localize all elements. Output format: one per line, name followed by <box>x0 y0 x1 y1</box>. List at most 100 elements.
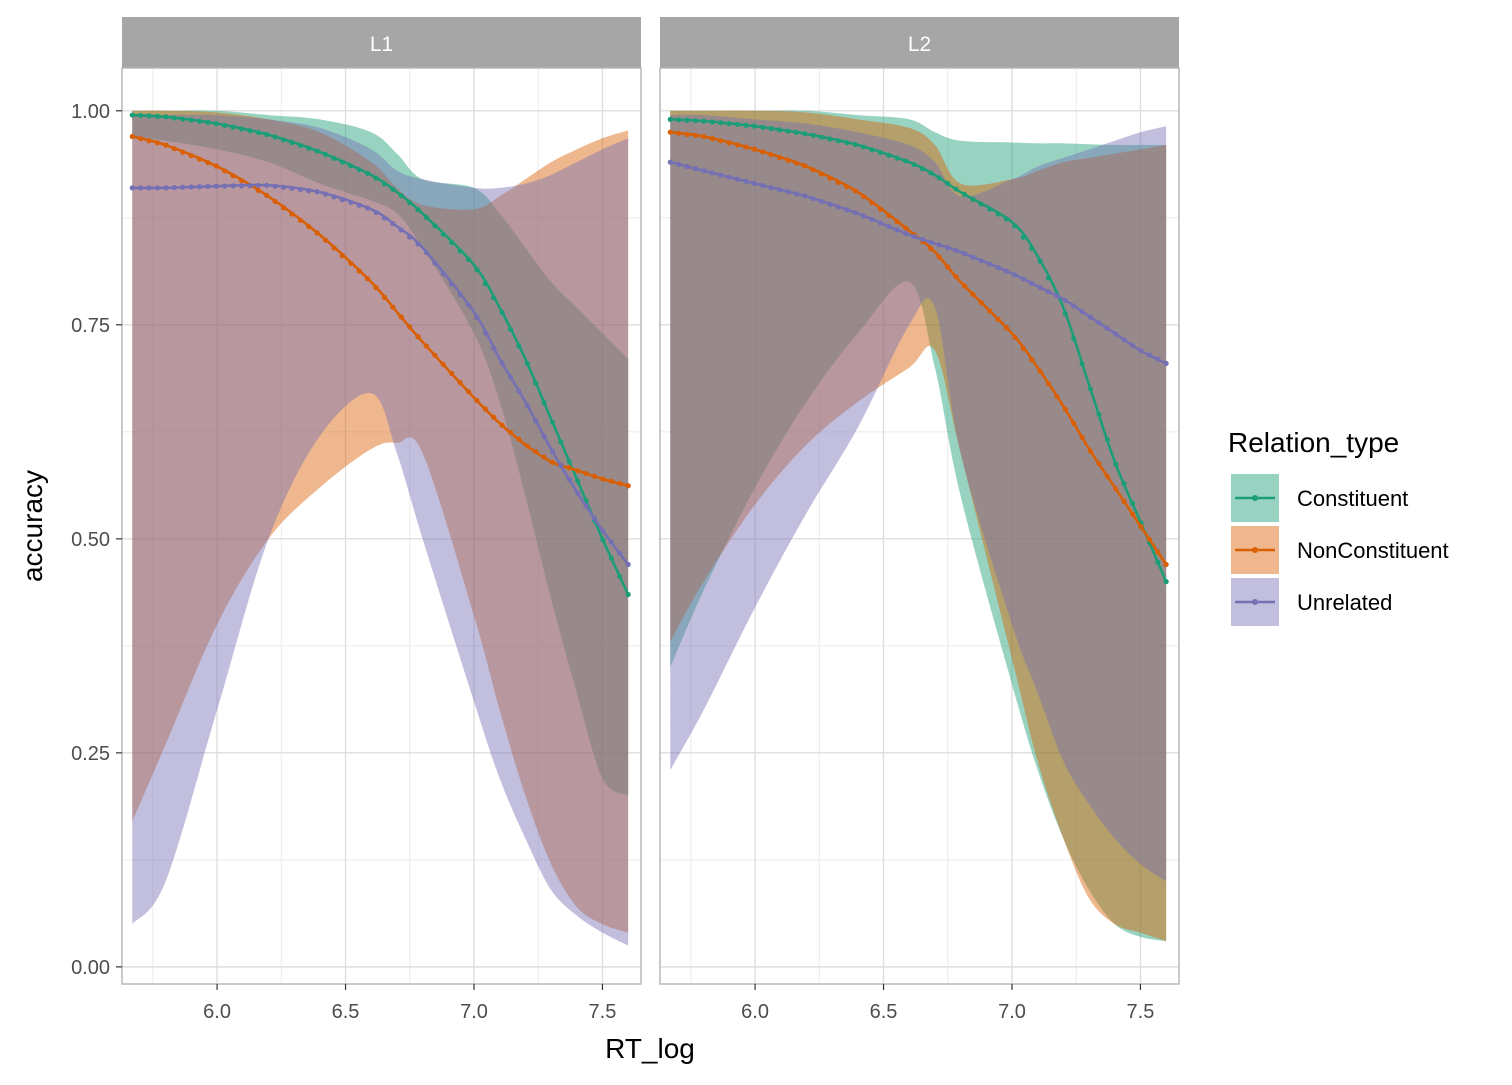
point-constituent <box>390 186 396 192</box>
point-unrelated <box>1121 337 1127 343</box>
legend-title: Relation_type <box>1228 427 1399 458</box>
point-constituent <box>1096 411 1102 417</box>
point-nonconstituent <box>280 205 287 211</box>
x-tick-label: 7.5 <box>589 1001 617 1023</box>
point-nonconstituent <box>507 429 514 435</box>
ribbon-unrelated <box>670 114 1167 882</box>
point-nonconstituent <box>398 314 404 320</box>
point-constituent <box>213 120 219 127</box>
point-unrelated <box>1129 342 1136 348</box>
point-constituent <box>684 117 690 123</box>
point-nonconstituent <box>499 422 505 428</box>
point-unrelated <box>793 191 799 197</box>
point-unrelated <box>583 503 589 509</box>
point-nonconstituent <box>785 157 791 163</box>
point-unrelated <box>987 261 993 267</box>
point-unrelated <box>953 247 959 254</box>
point-nonconstituent <box>264 192 270 199</box>
point-nonconstituent <box>1121 498 1127 505</box>
point-nonconstituent <box>491 414 497 420</box>
point-nonconstituent <box>255 187 261 194</box>
point-nonconstituent <box>541 454 547 460</box>
point-constituent <box>928 170 934 176</box>
point-unrelated <box>591 515 598 522</box>
x-tick-label: 7.0 <box>460 1001 488 1023</box>
point-nonconstituent <box>625 483 631 489</box>
point-nonconstituent <box>608 478 614 484</box>
legend-label: NonConstituent <box>1297 538 1449 563</box>
legend-label: Constituent <box>1297 486 1408 511</box>
point-unrelated <box>348 199 354 206</box>
point-constituent <box>709 119 715 125</box>
point-constituent <box>1104 436 1110 443</box>
point-constituent <box>701 118 707 124</box>
point-nonconstituent <box>516 436 522 442</box>
point-unrelated <box>188 184 194 190</box>
point-unrelated <box>852 210 858 216</box>
point-constituent <box>146 113 152 119</box>
point-nonconstituent <box>1054 393 1060 400</box>
point-nonconstituent <box>852 188 858 194</box>
point-constituent <box>575 478 581 484</box>
panels-layer: L1 6.0 6.5 7.0 7.5 0.00 0.25 0.50 0.75 1.00 L2 6.0 6… <box>71 17 1180 1023</box>
point-unrelated <box>390 221 396 227</box>
point-constituent <box>692 118 699 124</box>
point-constituent <box>499 309 505 316</box>
point-unrelated <box>684 163 690 170</box>
point-nonconstituent <box>482 406 488 412</box>
point-nonconstituent <box>894 219 900 225</box>
point-unrelated <box>726 174 732 180</box>
point-constituent <box>373 175 379 181</box>
point-unrelated <box>180 184 186 190</box>
point-nonconstituent <box>802 163 808 169</box>
point-constituent <box>802 131 808 137</box>
point-unrelated <box>1071 303 1077 309</box>
point-unrelated <box>1096 320 1102 326</box>
point-constituent <box>751 123 757 129</box>
point-unrelated <box>432 260 438 266</box>
point-constituent <box>356 167 362 173</box>
point-nonconstituent <box>877 206 883 212</box>
point-nonconstituent <box>272 198 278 205</box>
point-constituent <box>154 113 161 119</box>
legend-entry-constituent: Constituent <box>1231 474 1408 522</box>
point-nonconstituent <box>407 324 413 330</box>
point-constituent <box>919 166 926 172</box>
point-nonconstituent <box>1138 524 1144 530</box>
point-constituent <box>432 223 438 229</box>
point-unrelated <box>533 418 539 424</box>
point-unrelated <box>566 476 572 482</box>
point-unrelated <box>339 197 345 203</box>
point-nonconstituent <box>566 465 572 471</box>
point-unrelated <box>171 184 177 191</box>
point-constituent <box>776 127 783 133</box>
point-constituent <box>474 267 480 273</box>
point-unrelated <box>802 193 808 199</box>
point-nonconstituent <box>222 168 228 174</box>
point-nonconstituent <box>860 193 867 200</box>
point-unrelated <box>407 234 413 240</box>
point-nonconstituent <box>768 152 774 158</box>
point-unrelated <box>196 184 203 190</box>
point-nonconstituent <box>533 448 539 455</box>
point-constituent <box>222 122 228 128</box>
point-unrelated <box>289 185 295 192</box>
point-unrelated <box>751 180 757 186</box>
point-unrelated <box>701 168 707 174</box>
point-constituent <box>180 116 186 122</box>
point-nonconstituent <box>171 146 177 152</box>
point-unrelated <box>995 265 1001 271</box>
point-constituent <box>457 248 463 254</box>
facet-strip <box>660 17 1179 68</box>
point-nonconstituent <box>1029 357 1035 363</box>
x-tick-label: 7.0 <box>998 1001 1026 1023</box>
point-constituent <box>953 186 959 192</box>
point-unrelated <box>734 176 741 182</box>
point-nonconstituent <box>1071 420 1077 426</box>
point-constituent <box>171 115 177 121</box>
point-constituent <box>348 163 354 169</box>
point-nonconstituent <box>692 132 699 139</box>
point-unrelated <box>154 185 161 191</box>
point-unrelated <box>264 182 270 188</box>
